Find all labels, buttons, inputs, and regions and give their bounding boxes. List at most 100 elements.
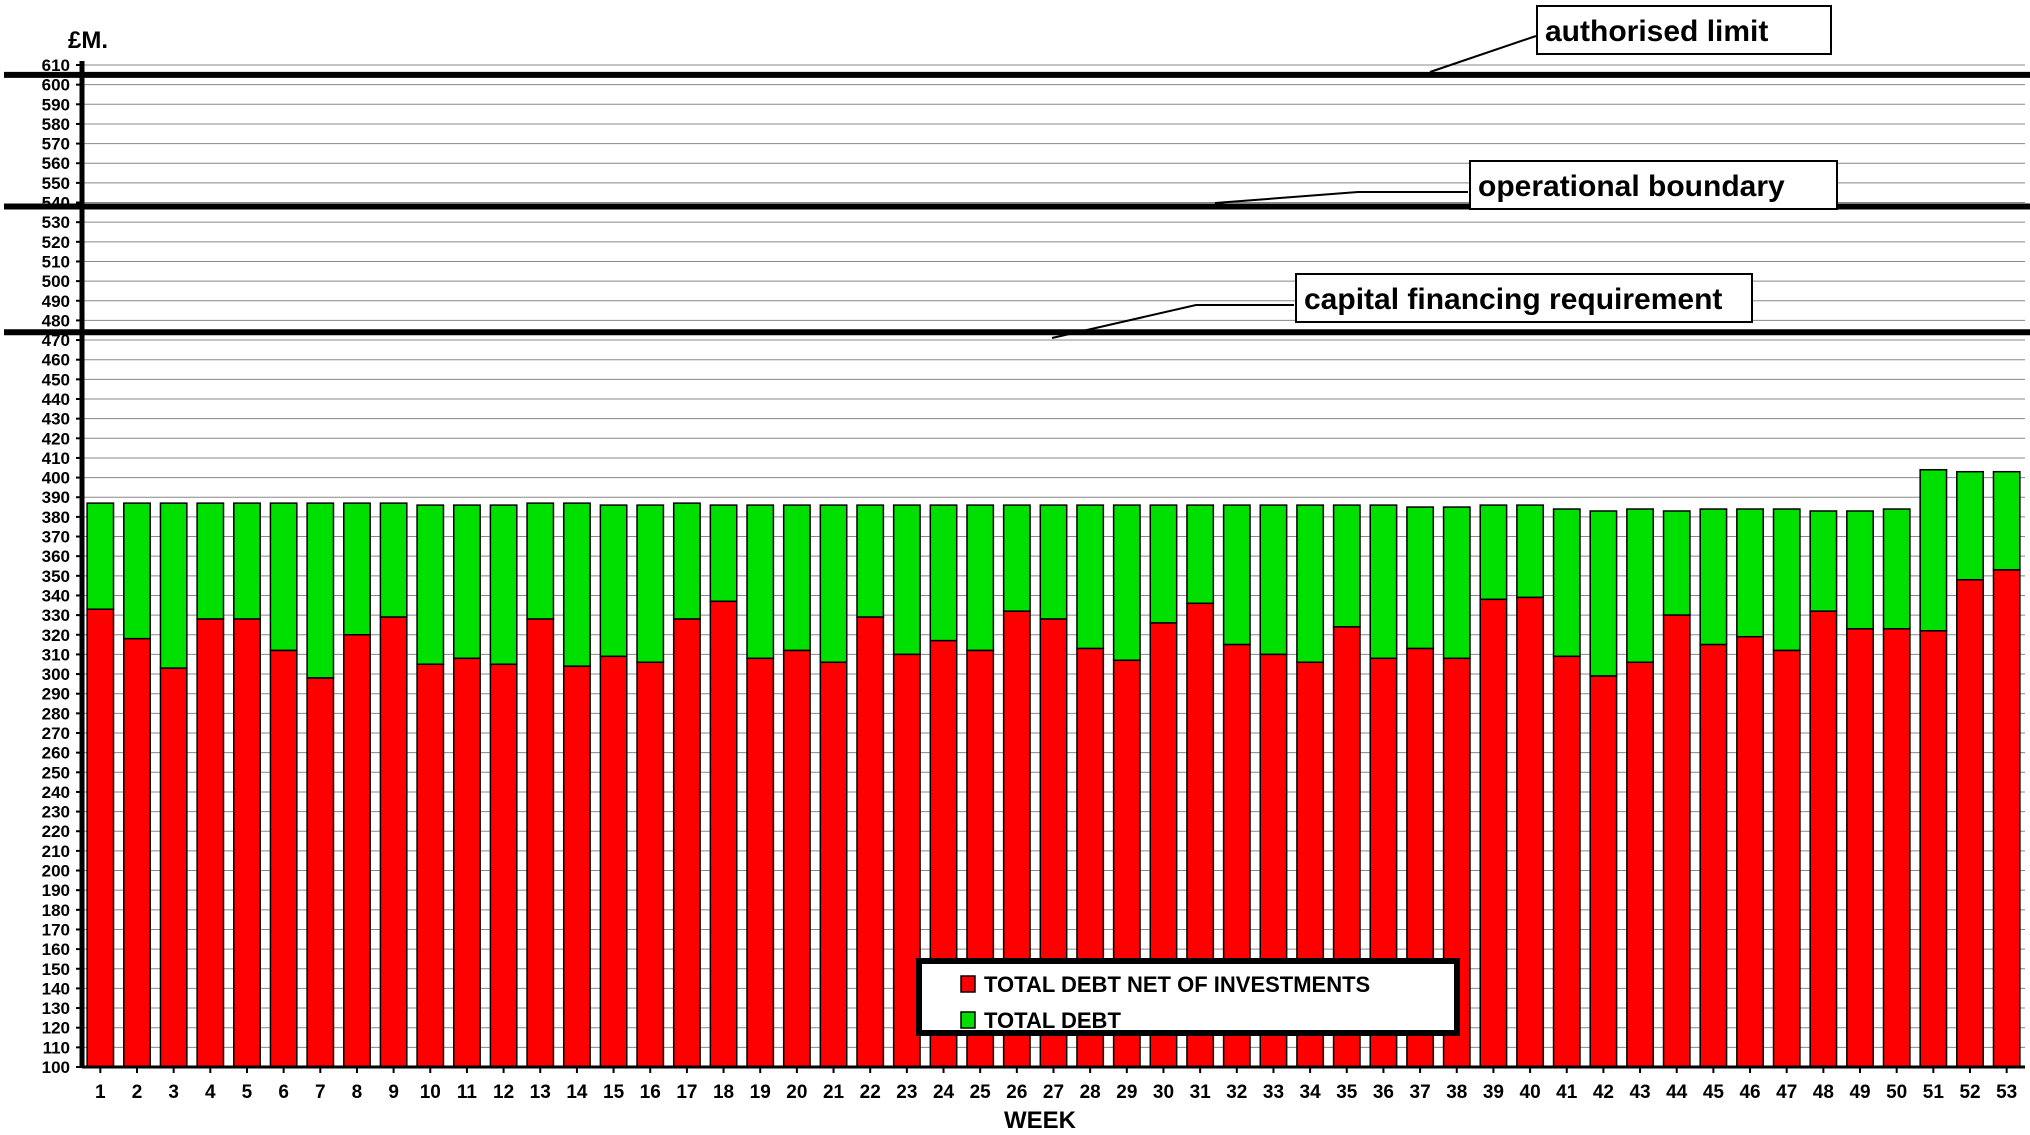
- bar-net-debt: [819, 661, 848, 1068]
- legend-box: [916, 958, 1460, 1036]
- x-tick-label: 25: [970, 1082, 992, 1103]
- y-tick-label: 520: [42, 233, 70, 252]
- y-tick-label: 550: [42, 174, 70, 193]
- bar-total-debt: [1589, 510, 1618, 677]
- x-tick-label: 14: [566, 1082, 588, 1103]
- legend-label: TOTAL DEBT: [984, 1008, 1121, 1033]
- reference-lines: authorised limit operational boundary capi…: [4, 5, 2030, 339]
- y-tick-label: 140: [42, 979, 70, 998]
- bar-total-debt: [1442, 506, 1471, 660]
- bar-total-debt: [196, 502, 225, 620]
- bar-total-debt: [636, 504, 665, 664]
- bar-net-debt: [269, 649, 298, 1068]
- callout-box: [1469, 160, 1838, 210]
- y-tick-label: 320: [42, 626, 70, 645]
- bar-net-debt: [526, 618, 555, 1068]
- y-tick-label: 610: [42, 56, 70, 75]
- bar-total-debt: [416, 504, 445, 665]
- x-tick-label: 4: [205, 1082, 216, 1103]
- bar-total-debt: [489, 504, 518, 665]
- bar-net-debt: [489, 663, 518, 1068]
- y-tick-label: 290: [42, 685, 70, 704]
- bar-total-debt: [819, 504, 848, 664]
- bar-total-debt: [782, 504, 811, 652]
- y-tick-label: 160: [42, 940, 70, 959]
- bar-total-debt: [1516, 504, 1545, 599]
- y-tick-label: 480: [42, 311, 70, 330]
- callout-leader: [1214, 191, 1468, 204]
- legend-swatch: [960, 975, 976, 993]
- y-tick-label: 190: [42, 881, 70, 900]
- bar-net-debt: [636, 661, 665, 1068]
- x-tick-label: 46: [1739, 1082, 1760, 1103]
- y-tick-label: 390: [42, 488, 70, 507]
- bar-total-debt: [1626, 508, 1655, 664]
- y-tick-label: 110: [43, 1038, 70, 1057]
- y-tick-label: 420: [42, 429, 70, 448]
- reference-line-1: authorised limit: [4, 5, 2030, 78]
- x-tick-label: 38: [1446, 1082, 1467, 1103]
- bar-total-debt: [1039, 504, 1068, 620]
- x-tick-label: 36: [1373, 1082, 1394, 1103]
- x-tick-label: 8: [352, 1082, 363, 1103]
- x-tick-label: 6: [278, 1082, 289, 1103]
- bar-net-debt: [1882, 628, 1911, 1068]
- bar-net-debt: [86, 608, 115, 1068]
- y-tick-label: 450: [42, 370, 70, 389]
- x-tick-label: 20: [786, 1082, 807, 1103]
- bar-total-debt: [379, 502, 408, 618]
- callout-leader: [1051, 304, 1294, 339]
- y-tick-label: 470: [42, 331, 70, 350]
- bar-total-debt: [929, 504, 958, 642]
- bar-total-debt: [1699, 508, 1728, 646]
- bar-total-debt: [159, 502, 188, 669]
- y-tick-label: 280: [42, 704, 70, 723]
- y-tick-label: 460: [42, 351, 70, 370]
- x-tick-label: 13: [530, 1082, 551, 1103]
- bar-net-debt: [1809, 610, 1838, 1068]
- legend-label: TOTAL DEBT NET OF INVESTMENTS: [984, 972, 1370, 997]
- x-tick-label: 45: [1703, 1082, 1725, 1103]
- axes: [79, 61, 2025, 1069]
- bar-total-debt: [86, 502, 115, 610]
- y-tick-label: 130: [42, 999, 70, 1018]
- bar-net-debt: [1772, 649, 1801, 1068]
- y-tick-label: 410: [42, 449, 70, 468]
- x-tick-label: 51: [1923, 1082, 1945, 1103]
- x-tick-label: 49: [1849, 1082, 1870, 1103]
- bar-net-debt: [1662, 614, 1691, 1068]
- bar-net-debt: [379, 616, 408, 1068]
- bar-net-debt: [233, 618, 261, 1068]
- y-tick-label: 530: [42, 213, 70, 232]
- bar-total-debt: [269, 502, 298, 652]
- bar-total-debt: [1479, 504, 1508, 601]
- x-tick-label: 30: [1153, 1082, 1174, 1103]
- x-tick-label: 11: [457, 1082, 478, 1103]
- reference-line-label: capital financing requirement: [1304, 283, 1722, 316]
- x-tick-label: 17: [676, 1082, 697, 1103]
- bar-net-debt: [1699, 643, 1728, 1068]
- bar-net-debt: [1626, 661, 1655, 1068]
- x-tick-label: 10: [420, 1082, 441, 1103]
- y-tick-label: 230: [42, 803, 70, 822]
- bar-total-debt: [1552, 508, 1581, 658]
- x-tick-label: 23: [896, 1082, 917, 1103]
- x-tick-label: 26: [1006, 1082, 1027, 1103]
- bar-net-debt: [672, 618, 701, 1068]
- y-tick-label: 210: [42, 842, 70, 861]
- bar-net-debt: [416, 663, 445, 1068]
- bar-total-debt: [1112, 504, 1141, 662]
- bar-net-debt: [1956, 579, 1984, 1068]
- y-tick-label: 220: [42, 822, 70, 841]
- callout-leader: [1429, 35, 1537, 73]
- y-tick-label: 430: [42, 410, 70, 429]
- reference-line-label: operational boundary: [1478, 170, 1785, 203]
- y-tick-label: 270: [42, 724, 70, 743]
- x-tick-label: 28: [1080, 1082, 1101, 1103]
- y-tick-label: 400: [42, 469, 70, 488]
- x-tick-label: 19: [750, 1082, 771, 1103]
- x-tick-label: 16: [640, 1082, 661, 1103]
- legend: TOTAL DEBT NET OF INVESTMENTS TOTAL DEBT: [916, 958, 1460, 1036]
- bar-net-debt: [709, 600, 738, 1068]
